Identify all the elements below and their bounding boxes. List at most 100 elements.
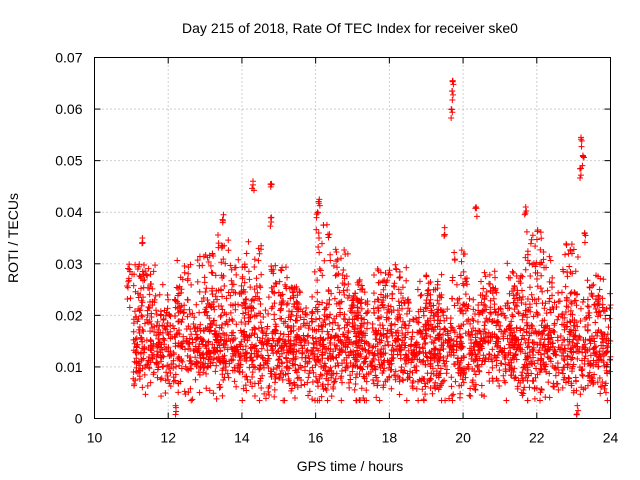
data-point bbox=[317, 371, 324, 378]
data-point bbox=[478, 392, 485, 399]
data-point bbox=[418, 377, 425, 384]
data-point bbox=[603, 367, 610, 374]
data-point bbox=[485, 329, 492, 336]
data-point bbox=[420, 397, 427, 404]
data-point bbox=[522, 301, 529, 308]
data-point bbox=[378, 337, 385, 344]
data-point bbox=[150, 268, 157, 275]
data-point bbox=[352, 374, 359, 381]
data-point bbox=[526, 349, 533, 356]
data-point bbox=[324, 328, 331, 335]
data-point bbox=[295, 366, 302, 373]
y-tick-label: 0 bbox=[75, 411, 83, 427]
data-point bbox=[427, 333, 434, 340]
data-point bbox=[265, 352, 272, 359]
data-point bbox=[337, 299, 344, 306]
data-point bbox=[596, 375, 603, 382]
data-point bbox=[561, 364, 568, 371]
data-point bbox=[452, 378, 459, 385]
data-point bbox=[203, 385, 210, 392]
data-point bbox=[240, 310, 247, 317]
data-point bbox=[401, 321, 408, 328]
data-point bbox=[529, 232, 536, 239]
data-point bbox=[497, 305, 504, 312]
data-point bbox=[204, 312, 211, 319]
data-point bbox=[424, 287, 431, 294]
data-point bbox=[268, 373, 275, 380]
data-point bbox=[251, 256, 258, 263]
data-point bbox=[320, 222, 327, 229]
data-point bbox=[333, 248, 340, 255]
data-point bbox=[489, 346, 496, 353]
data-point bbox=[345, 334, 352, 341]
data-point bbox=[286, 365, 293, 372]
data-point bbox=[238, 338, 245, 345]
data-point bbox=[331, 378, 338, 385]
data-point bbox=[332, 354, 339, 361]
data-point bbox=[521, 335, 528, 342]
data-point bbox=[496, 367, 503, 374]
data-point bbox=[141, 261, 148, 268]
data-point bbox=[507, 325, 514, 332]
data-point bbox=[316, 315, 323, 322]
data-point bbox=[344, 250, 351, 257]
data-point bbox=[258, 271, 265, 278]
data-point bbox=[297, 323, 304, 330]
data-point bbox=[335, 322, 342, 329]
x-tick-label: 14 bbox=[234, 430, 250, 446]
data-point bbox=[397, 314, 404, 321]
data-point bbox=[551, 320, 558, 327]
data-point bbox=[259, 372, 266, 379]
data-point bbox=[526, 384, 533, 391]
data-point bbox=[465, 316, 472, 323]
data-point bbox=[436, 331, 443, 338]
data-point bbox=[342, 349, 349, 356]
data-point bbox=[217, 384, 224, 391]
data-point bbox=[320, 343, 327, 350]
data-point bbox=[559, 384, 566, 391]
data-point bbox=[486, 271, 493, 278]
data-point bbox=[256, 366, 263, 373]
data-point bbox=[462, 330, 469, 337]
data-point bbox=[403, 397, 410, 404]
data-point bbox=[441, 325, 448, 332]
data-point bbox=[448, 374, 455, 381]
data-point bbox=[547, 257, 554, 264]
data-point bbox=[185, 367, 192, 374]
data-point bbox=[322, 349, 329, 356]
data-point bbox=[586, 336, 593, 343]
data-point bbox=[385, 341, 392, 348]
data-point bbox=[259, 354, 266, 361]
data-point bbox=[160, 335, 167, 342]
data-point bbox=[309, 364, 316, 371]
data-point bbox=[561, 326, 568, 333]
data-point bbox=[358, 385, 365, 392]
data-point bbox=[557, 332, 564, 339]
data-point bbox=[364, 363, 371, 370]
data-point bbox=[386, 361, 393, 368]
data-point bbox=[277, 306, 284, 313]
data-point bbox=[422, 349, 429, 356]
data-point bbox=[265, 310, 272, 317]
data-point bbox=[309, 293, 316, 300]
data-point bbox=[170, 357, 177, 364]
data-point bbox=[497, 360, 504, 367]
data-point bbox=[346, 316, 353, 323]
data-point bbox=[185, 389, 192, 396]
data-point bbox=[545, 354, 552, 361]
data-point bbox=[170, 351, 177, 358]
data-point bbox=[446, 395, 453, 402]
data-point bbox=[260, 355, 267, 362]
data-point bbox=[248, 344, 255, 351]
data-point bbox=[329, 319, 336, 326]
data-point bbox=[577, 175, 584, 182]
data-point bbox=[294, 384, 301, 391]
data-point bbox=[528, 236, 535, 243]
data-point bbox=[357, 300, 364, 307]
data-point bbox=[221, 374, 228, 381]
data-point bbox=[150, 369, 157, 376]
data-point bbox=[561, 345, 568, 352]
data-point bbox=[221, 282, 228, 289]
data-point bbox=[431, 357, 438, 364]
data-point bbox=[219, 392, 226, 399]
